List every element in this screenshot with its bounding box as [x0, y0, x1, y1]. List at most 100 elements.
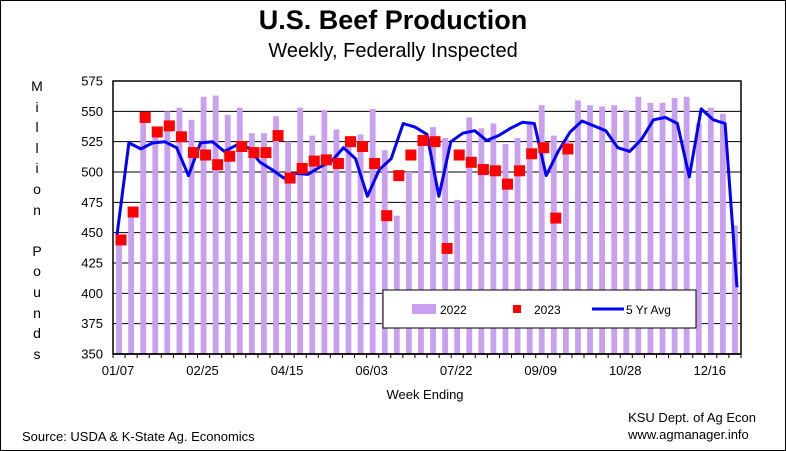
- point-2023: [151, 126, 163, 138]
- bar-2022: [514, 138, 521, 354]
- x-tick-label: 10/28: [609, 363, 642, 378]
- bar-2022: [297, 107, 304, 355]
- bar-2022: [599, 106, 606, 354]
- point-2023: [502, 178, 513, 190]
- bar-2022: [719, 113, 726, 354]
- bar-2022: [575, 100, 581, 354]
- point-2023: [272, 130, 284, 142]
- bar-2022: [273, 116, 279, 354]
- bar-2022: [490, 123, 497, 354]
- legend-swatch-2022: [412, 304, 436, 314]
- x-tick-label: 04/15: [271, 363, 304, 378]
- credit-line-2: www.agmanager.info: [628, 427, 749, 442]
- point-2023: [393, 170, 405, 182]
- point-2023: [236, 141, 248, 153]
- point-2023: [284, 172, 296, 184]
- x-tick-label: 09/09: [524, 363, 557, 378]
- bar-2022: [140, 117, 147, 355]
- point-2023: [345, 136, 356, 148]
- y-tick-label: 425: [81, 256, 103, 271]
- point-2023: [453, 149, 465, 161]
- credit-line-1: KSU Dept. of Ag Econ: [628, 410, 756, 425]
- axes: [112, 80, 742, 358]
- y-tick-label: 475: [81, 195, 103, 210]
- legend-swatch-2023: [513, 305, 521, 313]
- bar-2022: [116, 237, 122, 354]
- x-tick-label: 12/16: [693, 363, 726, 378]
- point-2023: [260, 147, 272, 159]
- bar-2022: [321, 110, 328, 355]
- y-tick-label: 550: [81, 104, 103, 119]
- point-2023: [429, 136, 441, 148]
- bar-2022: [224, 114, 231, 355]
- legend-label-2023: 2023: [534, 303, 561, 317]
- bar-2022: [333, 129, 340, 354]
- point-2023: [127, 206, 139, 218]
- bar-2022: [454, 199, 461, 354]
- point-2023: [200, 149, 212, 161]
- bar-2022: [466, 117, 473, 355]
- series-2023-points: [115, 111, 574, 254]
- bar-2022: [695, 123, 702, 354]
- bar-2022: [732, 225, 738, 354]
- bar-2022: [285, 141, 292, 354]
- bar-2022: [357, 134, 364, 354]
- x-tick-label: 07/22: [440, 363, 473, 378]
- bar-2022: [381, 150, 388, 354]
- point-2023: [514, 165, 526, 177]
- bar-2022: [707, 107, 714, 355]
- credit-note: KSU Dept. of Ag Econ www.agmanager.info: [628, 409, 756, 443]
- legend-label-2022: 2022: [440, 303, 467, 317]
- bar-2022: [550, 135, 557, 354]
- chart-subtitle: Weekly, Federally Inspected: [268, 40, 518, 62]
- bar-2022: [502, 144, 509, 354]
- bar-2022: [623, 110, 630, 355]
- bar-2022: [562, 139, 569, 354]
- point-2023: [357, 141, 369, 153]
- point-2023: [562, 143, 574, 155]
- bar-2022: [309, 135, 316, 354]
- y-tick-label: 575: [81, 74, 103, 89]
- source-note: Source: USDA & K-State Ag. Economics: [22, 429, 255, 444]
- y-tick-label: 350: [81, 347, 103, 362]
- x-tick-label: 06/03: [355, 363, 388, 378]
- point-2023: [139, 111, 151, 123]
- x-tick-label: 01/07: [102, 363, 135, 378]
- y-tick-label: 400: [81, 286, 103, 301]
- legend: 2022 2023 5 Yr Avg: [382, 289, 697, 329]
- point-2023: [381, 210, 393, 222]
- bar-2022: [478, 128, 485, 354]
- point-2023: [417, 134, 429, 146]
- bar-2022: [671, 97, 678, 354]
- bar-2022: [611, 105, 618, 355]
- point-2023: [212, 159, 224, 171]
- point-2023: [163, 120, 175, 132]
- y-tick-label: 525: [81, 134, 103, 149]
- point-2023: [489, 165, 501, 177]
- bar-2022: [369, 108, 376, 354]
- bar-2022: [261, 133, 267, 354]
- point-2023: [188, 147, 199, 159]
- x-tick-labels: 01/07 02/25 04/15 06/03 07/22 09/09 10/28 12/16: [102, 363, 726, 378]
- bar-2022: [538, 105, 545, 355]
- y-tick-label: 375: [81, 316, 103, 331]
- bar-2022: [248, 133, 255, 354]
- point-2023: [248, 147, 260, 159]
- bar-2022: [526, 122, 533, 355]
- point-2023: [526, 148, 538, 160]
- bar-2022: [635, 96, 642, 355]
- point-2023: [224, 150, 236, 162]
- bar-2022: [152, 133, 159, 354]
- bar-2022: [200, 96, 207, 355]
- point-2023: [441, 242, 453, 254]
- bar-2022: [587, 105, 593, 355]
- point-2023: [308, 155, 320, 167]
- point-2023: [465, 156, 477, 168]
- bar-2022: [405, 172, 412, 354]
- bar-2022: [647, 102, 654, 354]
- y-axis-label: M i l l i o n P o u n d s: [31, 78, 43, 362]
- bar-2022: [659, 102, 666, 354]
- bar-2022: [128, 213, 135, 354]
- x-tick-label: 02/25: [186, 363, 219, 378]
